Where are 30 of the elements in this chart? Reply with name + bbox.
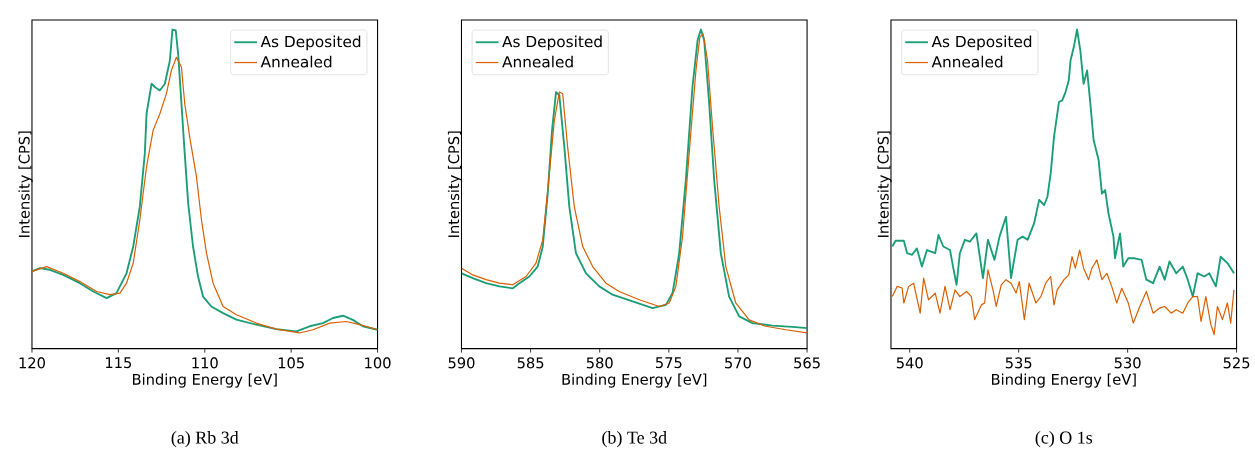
x-tick-label: 530 <box>1114 357 1141 369</box>
x-axis-title: Binding Energy [eV] <box>133 373 277 388</box>
y-axis-title: Intensity [CPS] <box>447 131 463 237</box>
legend-label: As Deposited <box>502 35 602 51</box>
legend-label: As Deposited <box>931 35 1032 51</box>
y-axis-title: Intensity [CPS] <box>18 131 33 237</box>
x-tick-label: 575 <box>655 357 682 368</box>
x-axis-title: Binding Energy [eV] <box>992 373 1136 388</box>
legend-label: Annealed <box>260 55 332 68</box>
legend-label: As Deposited <box>260 35 361 51</box>
x-tick-label: 525 <box>1223 357 1250 369</box>
x-tick-label: 570 <box>725 357 751 369</box>
x-tick-label: 115 <box>106 357 132 368</box>
x-tick-label: 535 <box>1005 357 1032 369</box>
x-tick-label: 100 <box>365 357 391 369</box>
x-axis-title: Binding Energy [eV] <box>562 373 707 388</box>
x-tick-label: 110 <box>192 357 218 369</box>
x-tick-label: 120 <box>19 357 45 369</box>
x-tick-label: 105 <box>278 357 304 369</box>
x-tick-label: 585 <box>517 357 544 369</box>
y-axis-title: Intensity [CPS] <box>877 131 892 237</box>
legend-label: Annealed <box>502 55 573 68</box>
x-tick-label: 590 <box>448 357 475 369</box>
text: (a) Rb 3d <box>171 430 239 448</box>
legend-label: Annealed <box>931 55 1003 68</box>
x-tick-label: 565 <box>794 357 820 369</box>
text: (b) Te 3d <box>602 430 667 448</box>
text: (c) O 1s <box>1035 430 1093 448</box>
x-tick-label: 540 <box>896 357 923 369</box>
x-tick-label: 580 <box>586 357 613 369</box>
